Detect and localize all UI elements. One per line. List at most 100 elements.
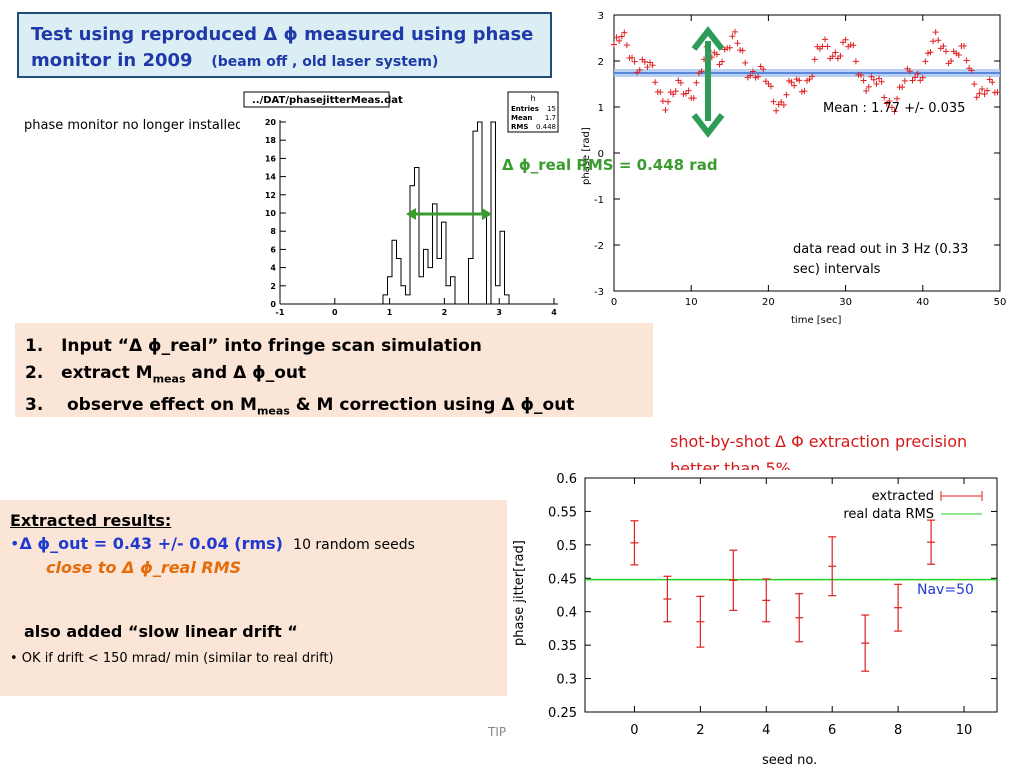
error-bar-point [729,549,738,611]
phase-point [876,75,883,82]
phase-point [976,90,983,97]
real-rms-label: Δ ϕ_real RMS = 0.448 rad [502,156,718,174]
jitter-chart: 0.25 0.3 0.35 0.4 0.45 0.5 0.55 0.6 0 2 4 6 8 10 see… [510,470,1020,768]
histogram-figure: ../DAT/phasejitterMeas.dat h Entries 15 Mea… [240,90,560,320]
phase-point [729,33,736,40]
phase-point [641,58,648,65]
phase-point [762,78,769,85]
step-2-text-end: and Δ ϕ_out [185,363,307,383]
phase-point [822,36,829,43]
phase-point [780,101,787,108]
hist-y-tick-label: 4 [270,264,276,273]
error-bar-point [762,578,771,623]
phase-point [906,68,913,75]
step-1-number: 1. [25,336,44,356]
legend-rms-label: real data RMS [843,507,934,522]
steps-box: 1. Input “Δ ϕ_real” into fringe scan sim… [15,323,653,418]
phase-point [621,29,628,36]
phase-mean-label: Mean : 1.77 +/- 0.035 [823,101,965,116]
phase-point [698,68,705,75]
hist-x-tick-label: 1 [387,308,393,317]
phase-arrow-up-head [691,26,725,51]
phase-point [677,79,684,86]
jitter-data-points [630,519,936,672]
phase-point [927,49,934,56]
jitter-legend: extracted real data RMS [843,489,983,522]
phase-point [955,51,962,58]
phase-point [636,66,643,73]
stats-name: Mean [511,114,532,122]
phase-point [994,89,1001,96]
phase-point [984,87,991,94]
phase-point [881,94,888,101]
phase-point [837,52,844,59]
phase-point [914,70,921,77]
error-bar-point [828,536,837,597]
phase-point [767,83,774,90]
phase-point [693,79,700,86]
phase-x-tick-label: 0 [611,297,617,308]
histogram-x-ticks: -1 0 1 2 3 4 [276,298,557,317]
results-heading: Extracted results: [10,511,172,530]
phase-point [672,88,679,95]
phase-point [760,66,767,73]
phase-point [809,73,816,80]
histogram-file-box [243,91,390,108]
hist-y-tick-label: 0 [270,300,276,309]
phase-point [899,84,906,91]
phase-point [631,58,638,65]
phase-point [832,49,839,56]
phase-point [852,58,859,65]
phase-point [981,91,988,98]
step-3: 3. observe effect on Mmeas & M correctio… [25,392,643,424]
phase-point [935,37,942,44]
phase-point [731,28,738,35]
phase-x-tick-label: 50 [994,297,1007,308]
phase-point [917,77,924,84]
phase-point [778,99,785,106]
phase-point [765,80,772,87]
error-bar-point [663,575,672,623]
phase-point [824,43,831,50]
phase-point [644,64,651,71]
phase-point [713,51,720,58]
step-1-text: Input “Δ ϕ_real” into fringe scan simula… [61,336,482,356]
jitter-y-tick-label: 0.5 [556,539,577,554]
jitter-y-tick-label: 0.6 [556,472,577,487]
phase-point [618,33,625,40]
nav-annotation: Nav=50 [917,582,974,598]
hist-y-tick-label: 6 [270,245,276,254]
error-bar-point [696,595,705,648]
phase-point [752,74,759,81]
phase-point [894,95,901,102]
hist-y-tick-label: 8 [270,227,276,236]
hist-y-tick-label: 2 [270,282,276,291]
phase-point [901,77,908,84]
step-1: 1. Input “Δ ϕ_real” into fringe scan sim… [25,333,643,360]
phase-point [888,104,895,111]
histogram-stats-box: h Entries 15 Mean 1.7 RMS 0.448 [507,91,559,133]
phase-point [932,29,939,36]
phase-point [785,77,792,84]
jitter-ylabel: phase jitter[rad] [512,540,527,646]
phase-x-tick-label: 30 [839,297,852,308]
jitter-chart-frame [584,477,998,713]
phase-plot-x-ticks: 0 10 20 30 40 50 [611,15,1007,308]
results-ok-note: • OK if drift < 150 mrad/ min (similar t… [10,651,334,666]
jitter-x-tick-label: 2 [696,723,704,738]
error-bar-point [861,614,870,672]
stats-title: h [530,94,535,103]
error-bar-point [927,519,936,565]
results-close-note: close to Δ ϕ_real RMS [46,558,242,577]
phase-point [685,87,692,94]
jitter-y-tick-label: 0.4 [556,606,577,621]
phase-point [850,42,857,49]
phase-point [755,73,762,80]
phase-arrow-down-head [691,113,725,138]
phase-point [973,94,980,101]
phase-x-tick-label: 10 [685,297,698,308]
phase-point [930,38,937,45]
slide-title-line1: Test using reproduced Δ ϕ measured using… [31,24,534,45]
phase-point [788,79,795,86]
